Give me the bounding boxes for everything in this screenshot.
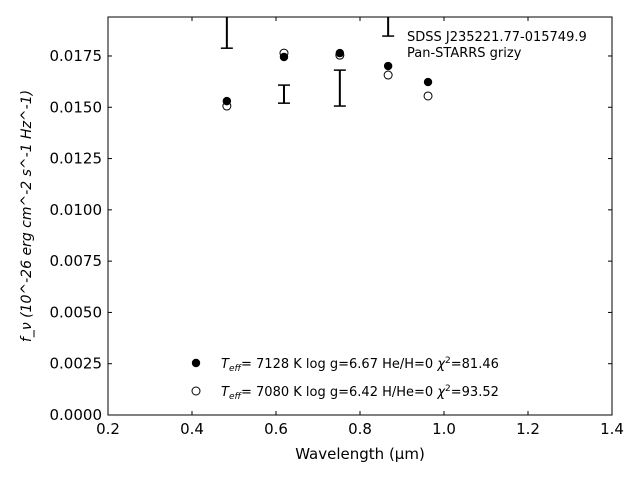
x-tick-label: 1.4 [600, 420, 624, 438]
y-tick-label: 0.0125 [50, 150, 103, 168]
y-tick-label: 0.0150 [50, 98, 103, 116]
legend: Teff= 7128 K log g=6.67 He/H=0 χ2=81.46 … [191, 356, 499, 402]
plot-frame [107, 16, 613, 416]
y-tick-label: 0.0100 [50, 201, 103, 219]
annotation-line-2: Pan-STARRS grizy [407, 46, 522, 61]
y-tick-label: 0.0025 [50, 355, 103, 373]
model-point-filled [279, 52, 289, 62]
y-tick-label: 0.0075 [50, 252, 103, 270]
model-point-filled [222, 96, 232, 106]
x-tick-label: 0.8 [348, 420, 372, 438]
x-tick-label: 0.2 [96, 420, 120, 438]
model-point-open [383, 70, 393, 80]
model-point-filled [383, 61, 393, 71]
x-tick-label: 0.6 [264, 420, 288, 438]
y-axis-label: f_ν (10^-26 erg cm^-2 s^-1 Hz^-1) [19, 90, 35, 342]
x-tick-label: 1.0 [432, 420, 456, 438]
model-point-open [423, 91, 433, 101]
legend-marker-open [191, 386, 201, 396]
x-tick-label: 0.4 [180, 420, 204, 438]
model-point-filled [423, 77, 433, 87]
y-tick-label: 0.0000 [50, 406, 103, 424]
y-tick-label: 0.0050 [50, 303, 103, 321]
model-point-filled [335, 48, 345, 58]
legend-entry-2: Teff= 7080 K log g=6.42 H/He=0 χ2=93.52 [221, 384, 499, 402]
y-tick-label: 0.0175 [50, 47, 103, 65]
x-tick-label: 1.2 [516, 420, 540, 438]
x-axis-label: Wavelength (μm) [295, 445, 425, 463]
legend-marker-filled [191, 358, 201, 368]
annotation-line-1: SDSS J235221.77-015749.9 [407, 30, 587, 45]
legend-entry-1: Teff= 7128 K log g=6.67 He/H=0 χ2=81.46 [221, 356, 499, 374]
